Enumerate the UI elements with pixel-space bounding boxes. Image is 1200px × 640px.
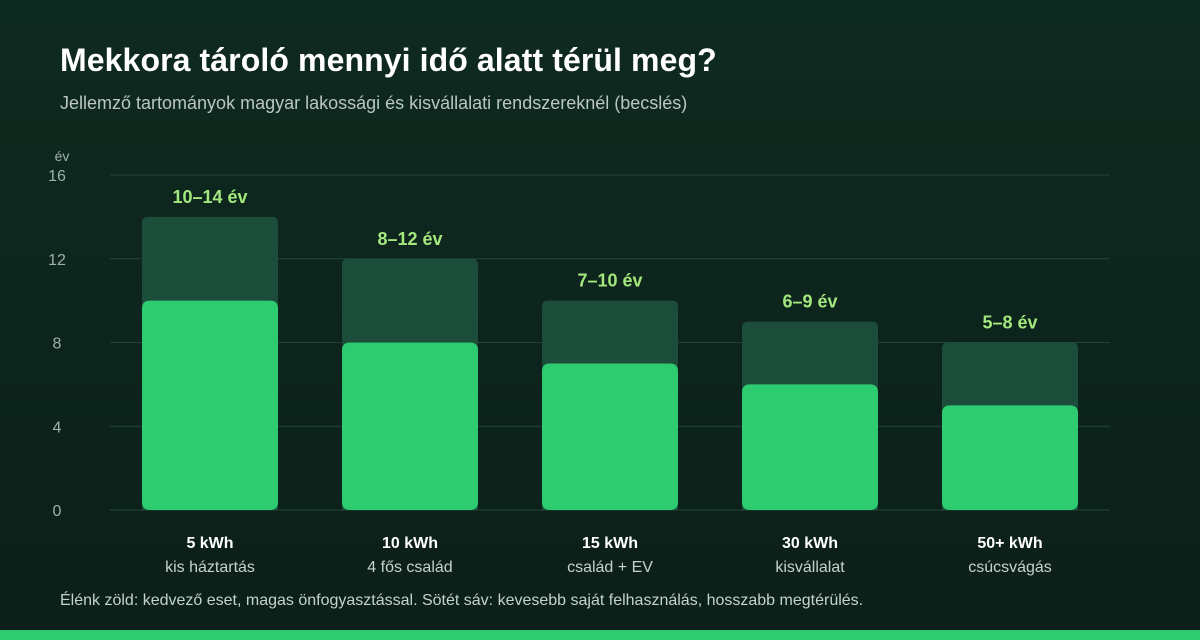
y-axis-unit-label: év [55, 148, 70, 164]
range-label: 10–14 év [172, 187, 247, 207]
range-label: 7–10 év [577, 271, 642, 291]
bar-favorable [142, 300, 278, 510]
bar-favorable [942, 405, 1078, 510]
chart-subtitle: Jellemző tartományok magyar lakossági és… [60, 93, 688, 113]
y-tick-label: 12 [48, 252, 66, 269]
bar-favorable [742, 384, 878, 510]
range-label: 5–8 év [982, 313, 1037, 333]
y-tick-label: 16 [48, 168, 66, 185]
category-size-label: 30 kWh [782, 535, 838, 552]
range-label: 8–12 év [377, 229, 442, 249]
category-description-label: kisvállalat [775, 559, 845, 576]
category-description-label: család + EV [567, 559, 653, 576]
category-size-label: 5 kWh [186, 535, 233, 552]
chart-footnote: Élénk zöld: kedvező eset, magas önfogyas… [60, 592, 864, 609]
category-description-label: 4 fős család [367, 559, 452, 576]
bar-favorable [542, 363, 678, 510]
category-description-label: csúcsvágás [968, 559, 1052, 576]
category-size-label: 10 kWh [382, 535, 438, 552]
category-description-label: kis háztartás [165, 559, 255, 576]
y-tick-label: 4 [53, 419, 62, 436]
bar-favorable [342, 342, 478, 510]
category-size-label: 50+ kWh [977, 535, 1042, 552]
category-size-label: 15 kWh [582, 535, 638, 552]
bottom-accent-bar [0, 630, 1200, 640]
y-tick-label: 0 [53, 503, 62, 520]
y-tick-label: 8 [53, 336, 62, 353]
range-label: 6–9 év [782, 292, 837, 312]
chart-title: Mekkora tároló mennyi idő alatt térül me… [60, 42, 717, 78]
